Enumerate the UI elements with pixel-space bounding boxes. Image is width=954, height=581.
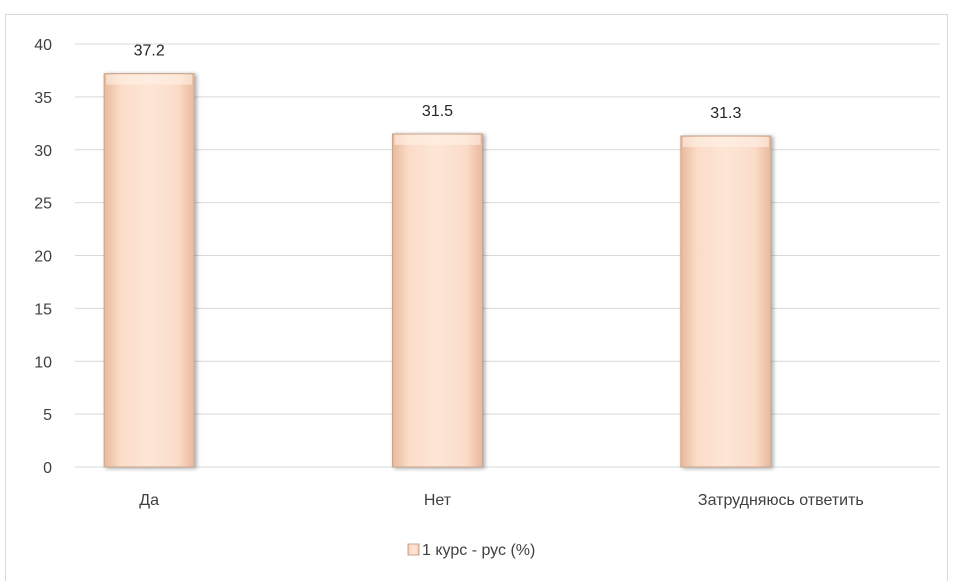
bar — [392, 133, 483, 468]
x-tick-label: Да — [139, 492, 159, 509]
x-tick-label: Затрудняюсь ответить — [698, 492, 864, 509]
y-tick-label: 5 — [43, 407, 52, 424]
y-axis-ticks: 0 5 10 15 20 25 30 35 40 — [34, 37, 52, 477]
y-tick-label: 10 — [34, 354, 52, 371]
bar-highlight — [394, 134, 481, 145]
data-label: 31.3 — [710, 105, 741, 122]
bar — [680, 135, 772, 468]
x-axis-ticks: Да Нет Затрудняюсь ответить — [139, 492, 863, 509]
bar-highlight — [682, 137, 769, 148]
legend-swatch — [407, 543, 420, 556]
data-labels: 37.2 31.5 31.3 — [134, 43, 742, 122]
x-tick-label: Нет — [424, 492, 452, 509]
y-tick-label: 30 — [34, 143, 52, 160]
data-label: 37.2 — [134, 43, 165, 60]
y-tick-label: 0 — [43, 460, 52, 477]
bar-highlight — [106, 74, 193, 85]
bars — [103, 73, 772, 468]
y-tick-label: 35 — [34, 90, 52, 107]
bar — [103, 73, 195, 468]
y-tick-label: 25 — [34, 196, 52, 213]
y-tick-label: 15 — [34, 301, 52, 318]
gridlines — [75, 43, 940, 468]
y-tick-label: 20 — [34, 249, 52, 266]
legend-label: 1 курс - рус (%) — [422, 542, 535, 559]
y-tick-label: 40 — [34, 37, 52, 54]
chart-frame — [5, 14, 948, 581]
data-label: 31.5 — [422, 103, 453, 120]
legend: 1 курс - рус (%) — [407, 542, 535, 559]
